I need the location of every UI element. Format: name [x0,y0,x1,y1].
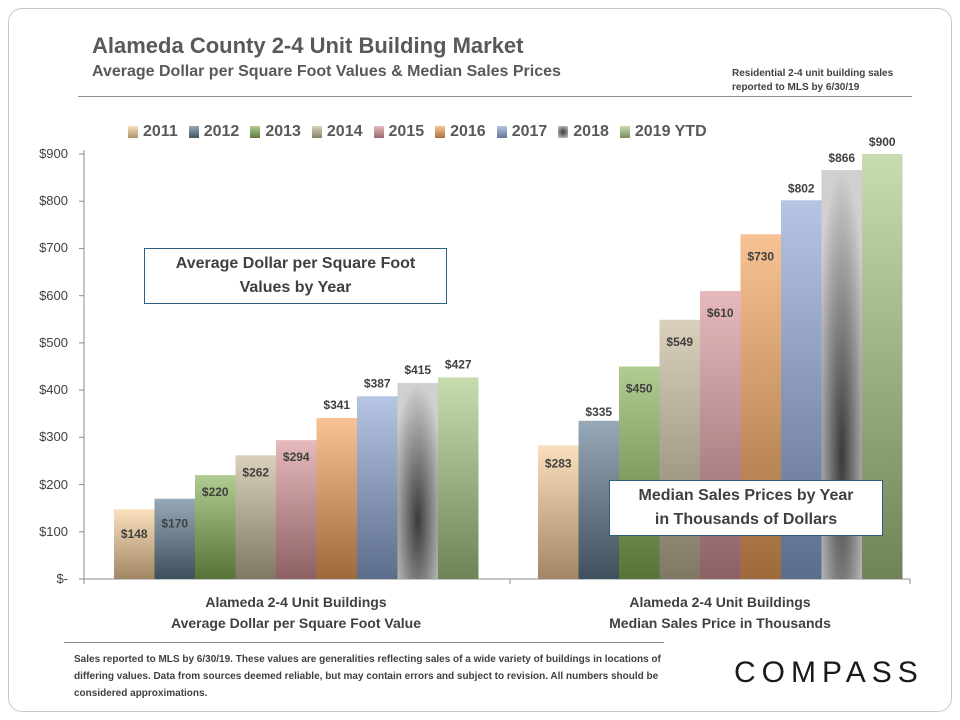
bar-data-label: $610 [707,306,734,320]
legend-label: 2013 [265,123,301,140]
legend-swatch [558,126,569,138]
page-title: Alameda County 2-4 Unit Building Market [92,33,524,58]
bar-data-label: $387 [364,376,391,390]
bar-1-2015 [276,440,317,579]
y-tick-label: $900 [39,146,68,161]
bar-data-label: $170 [161,517,188,531]
legend-item-2016: 2016 [435,123,486,141]
bar-data-label: $427 [445,357,472,371]
legend-label: 2016 [450,123,486,140]
legend-item-2015: 2015 [373,123,425,141]
legend-swatch [496,126,507,138]
bar-1-2012 [154,498,195,579]
bar-1-2013 [195,475,236,579]
bar-data-label: $450 [626,382,653,396]
bar-1-2017 [357,396,398,579]
bar-data-label: $148 [121,527,148,541]
bar-data-label: $335 [585,405,612,419]
y-tick-label: $- [56,571,68,586]
callout-box-median-price-line-2: in Thousands of Dollars [654,511,838,528]
callout-box-median-price: Median Sales Prices by Year in Thousands… [609,480,883,536]
legend-swatch [435,126,446,138]
bar-data-label: $262 [242,465,269,479]
y-tick-label: $200 [39,476,68,492]
footnote-divider [64,642,664,643]
x-category-label-1-line-1: Alameda 2-4 Unit Buildings [205,594,387,610]
bar-data-label: $220 [202,485,229,499]
callout-box-median-price-line-1: Median Sales Prices by Year [638,487,854,504]
bar-1-2018 [397,383,438,579]
callout-box-dollar-per-sqft: Average Dollar per Square Foot Values by… [144,248,447,304]
legend-label: 2012 [203,123,240,140]
legend-label: 2014 [326,123,363,140]
legend-item-2018: 2018 [558,123,609,141]
callout-box-dollar-per-sqft-line-1: Average Dollar per Square Foot [175,255,416,272]
legend-label: 2017 [511,123,548,140]
bar-data-label: $283 [545,456,572,470]
bar-data-label: $730 [747,249,774,263]
chart-legend: 2011 2012 2013 2014 2015 2016 2017 2018 2019 YTD [128,123,718,141]
bar-data-label: $341 [323,398,350,412]
legend-item-2011: 2011 [128,123,178,141]
bar-data-label: $866 [828,151,855,165]
legend-swatch [311,126,322,138]
y-tick-label: $600 [39,287,68,303]
y-tick-label: $300 [39,429,68,445]
page-subtitle: Average Dollar per Square Foot Values & … [92,63,561,80]
source-note-line-1: Residential 2-4 unit building sales [732,68,894,79]
source-note-line-2: reported to MLS by 6/30/19 [732,82,860,93]
legend-swatch [250,126,261,138]
bar-1-2019-ytd [438,377,479,579]
legend-item-2014: 2014 [311,123,363,141]
y-tick-label: $500 [39,334,68,350]
header-divider [78,96,912,97]
legend-item-2017: 2017 [496,123,548,141]
x-category-label-2-line-2: Median Sales Price in Thousands [609,615,831,631]
legend-label: 2015 [388,123,425,140]
legend-swatch [619,126,630,138]
legend-item-2012: 2012 [188,123,240,141]
legend-label: 2019 YTD [634,123,707,140]
bar-2-2011 [538,445,579,579]
bar-data-label: $415 [404,363,431,377]
bar-2-2013 [619,366,660,579]
bar-data-label: $802 [788,181,815,195]
bar-data-label: $900 [869,135,896,149]
bar-data-label: $549 [666,335,693,349]
legend-item-2019-ytd: 2019 YTD [619,123,707,141]
compass-logo: COMPASS [734,656,924,689]
legend-swatch [128,126,138,138]
y-tick-label: $800 [39,193,68,209]
callout-box-dollar-per-sqft-line-2: Values by Year [239,279,352,296]
y-tick-label: $400 [39,382,68,398]
x-category-label-1: Alameda 2-4 Unit Buildings Average Dolla… [96,592,496,634]
y-tick-label: $100 [39,523,68,539]
legend-label: 2018 [573,123,609,140]
footnote-text: Sales reported to MLS by 6/30/19. These … [74,654,661,699]
chart-bar-labels: $148 $170 $220 $262 $294 $341 $387 $415 $427 $283… [121,135,896,541]
legend-label: 2011 [143,123,178,140]
bar-1-2014 [235,455,276,579]
legend-item-2013: 2013 [250,123,301,141]
x-category-label-2: Alameda 2-4 Unit Buildings Median Sales … [520,592,920,634]
bar-data-label: $294 [283,450,310,464]
legend-swatch [373,126,384,138]
bar-1-2016 [316,417,357,579]
bar-1-2011 [114,509,155,579]
bar-2-2014 [659,319,700,579]
x-category-label-1-line-2: Average Dollar per Square Foot Value [170,615,421,631]
x-category-label-2-line-1: Alameda 2-4 Unit Buildings [629,594,811,610]
legend-swatch [188,126,199,138]
y-tick-label: $700 [39,240,68,256]
source-note: Residential 2-4 unit building sales repo… [732,67,922,95]
